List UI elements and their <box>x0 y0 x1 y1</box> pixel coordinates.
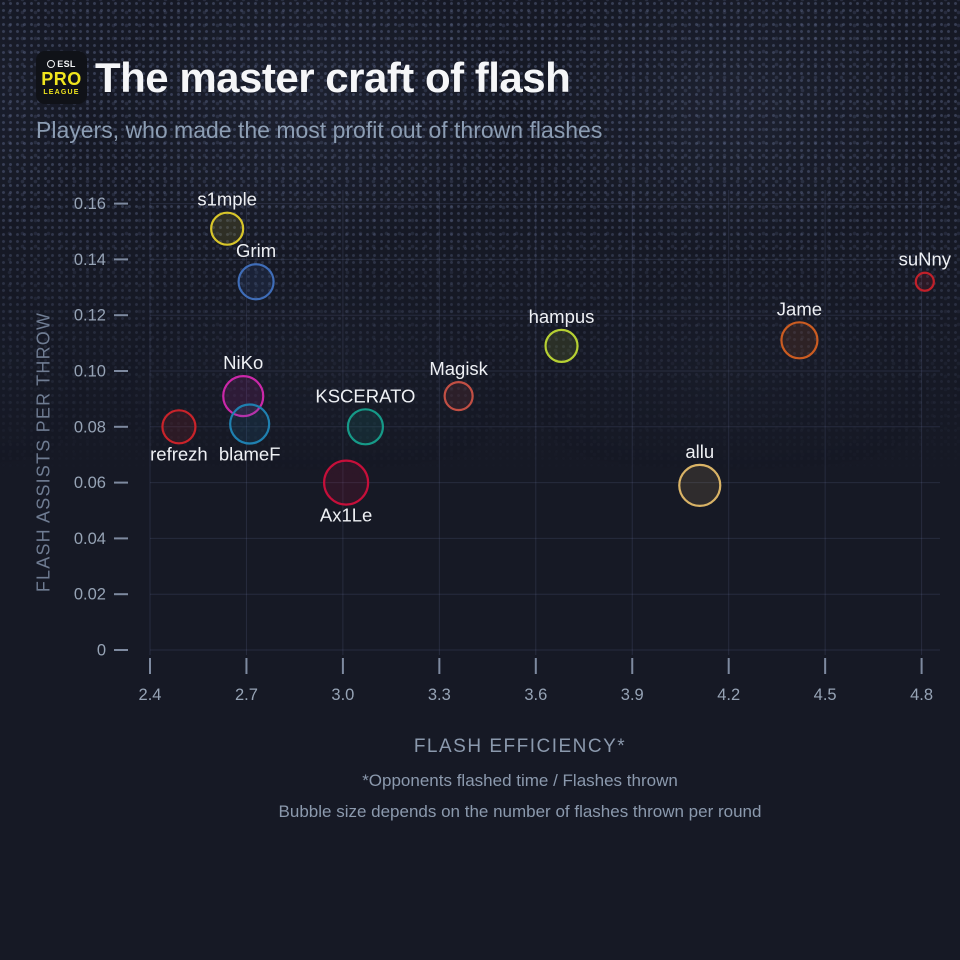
x-tick-label: 3.3 <box>428 686 451 704</box>
footnote-bubble-size: Bubble size depends on the number of fla… <box>278 802 762 821</box>
bubble-Ax1Le <box>323 459 370 506</box>
logo-pro-text: PRO <box>41 68 82 89</box>
bubble-label-blameF: blameF <box>219 444 281 465</box>
y-tick-label: 0.08 <box>74 418 106 436</box>
y-tick-label: 0.04 <box>74 530 106 548</box>
bubble-label-s1mple: s1mple <box>197 189 257 210</box>
bubble-label-hampus: hampus <box>529 306 595 327</box>
bubble-label-suNny: suNny <box>899 249 952 270</box>
bubble-NiKo <box>222 375 265 418</box>
y-tick-label: 0.12 <box>74 307 106 325</box>
bubble-Grim <box>237 263 275 301</box>
footnote-flash-efficiency: *Opponents flashed time / Flashes thrown <box>362 771 678 790</box>
bubble-hampus <box>544 328 579 363</box>
bubble-label-refrezh: refrezh <box>150 443 208 464</box>
x-tick-label: 3.9 <box>621 686 644 704</box>
bubble-label-NiKo: NiKo <box>223 352 263 373</box>
bubble-allu <box>678 463 722 507</box>
y-tick-label: 0 <box>97 642 106 660</box>
x-tick-label: 4.2 <box>717 686 740 704</box>
esl-logo-row: ESL <box>47 58 76 69</box>
bubble-label-KSCERATO: KSCERATO <box>315 385 415 406</box>
bubble-suNny <box>914 271 935 292</box>
bubble-label-Jame: Jame <box>777 298 822 319</box>
bubble-label-allu: allu <box>685 441 714 462</box>
esl-circle-icon <box>47 60 56 68</box>
bubble-label-Grim: Grim <box>236 240 276 261</box>
esl-pro-league-logo: ESL PRO LEAGUE <box>36 51 87 104</box>
x-tick-label: 4.5 <box>814 686 837 704</box>
x-tick-label: 3.0 <box>331 686 354 704</box>
y-axis-title: FLASH ASSISTS PER THROW <box>33 311 54 593</box>
logo-league-text: LEAGUE <box>43 88 80 96</box>
y-tick-label: 0.10 <box>74 363 106 381</box>
bubble-label-Ax1Le: Ax1Le <box>320 505 372 526</box>
bubble-label-Magisk: Magisk <box>429 358 488 379</box>
bubble-blameF <box>229 403 271 445</box>
x-tick-label: 4.8 <box>910 686 933 704</box>
page-subtitle: Players, who made the most profit out of… <box>36 117 603 143</box>
bubble-Jame <box>780 321 819 360</box>
bubble-refrezh <box>161 409 197 445</box>
x-tick-label: 2.7 <box>235 686 258 704</box>
esl-logo-text: ESL <box>57 58 76 69</box>
y-tick-label: 0.16 <box>74 195 106 213</box>
y-tick-label: 0.06 <box>74 474 106 492</box>
y-tick-label: 0.14 <box>74 251 106 269</box>
y-tick-label: 0.02 <box>74 586 106 604</box>
bubble-Magisk <box>443 381 474 412</box>
x-tick-label: 2.4 <box>139 686 162 704</box>
page-title: The master craft of flash <box>95 54 571 101</box>
bubble-KSCERATO <box>346 408 385 446</box>
x-axis-title: FLASH EFFICIENCY* <box>413 736 627 757</box>
x-tick-label: 3.6 <box>524 686 547 704</box>
bubble-s1mple <box>210 211 245 246</box>
